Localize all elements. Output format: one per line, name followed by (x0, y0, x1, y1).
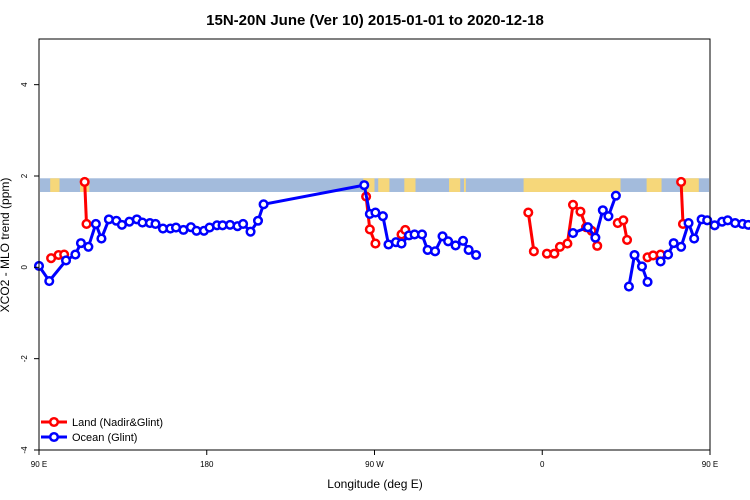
data-point (258, 199, 269, 210)
data-point (683, 217, 694, 229)
data-point (44, 275, 55, 287)
data-point (623, 281, 634, 292)
data-point (252, 215, 264, 226)
series-line (679, 181, 685, 224)
data-point (549, 248, 560, 259)
land-ocean-strip (40, 178, 709, 192)
data-point (592, 240, 603, 251)
data-point (618, 215, 629, 226)
data-point (575, 206, 586, 217)
legend: Land (Nadir&Glint) Ocean (Glint) (41, 416, 163, 444)
y-tick-label: -2 (20, 355, 29, 363)
series-ocean (33, 180, 750, 292)
data-point (582, 222, 593, 233)
x-tick-label: 90 E (31, 460, 47, 469)
data-point (450, 240, 461, 251)
legend-label: Land (Nadir&Glint) (72, 417, 163, 429)
data-point (238, 218, 249, 229)
data-point (60, 255, 72, 266)
data-point (457, 235, 469, 246)
data-point (597, 205, 608, 216)
series-line (526, 212, 536, 252)
series-land (46, 176, 689, 264)
data-point (629, 249, 640, 261)
data-point (463, 244, 474, 256)
land-band (646, 178, 662, 192)
data-point (709, 220, 720, 231)
y-tick-label: 4 (20, 82, 29, 87)
data-point (603, 211, 614, 222)
data-point (150, 218, 161, 229)
data-point (702, 215, 713, 226)
legend-marker (48, 431, 60, 443)
data-point (655, 256, 666, 267)
legend-item: Ocean (Glint) (41, 431, 137, 444)
land-band (463, 178, 466, 192)
data-point (528, 246, 539, 257)
land-band (404, 178, 416, 192)
data-point (523, 207, 534, 218)
data-point (676, 241, 687, 252)
data-point (370, 238, 381, 249)
data-point (743, 219, 750, 230)
land-band (523, 178, 621, 192)
x-tick-label: 180 (200, 460, 214, 469)
data-point (663, 249, 674, 260)
series-layer (33, 176, 750, 292)
data-point (610, 190, 621, 201)
data-point (590, 232, 601, 243)
data-point (90, 218, 101, 229)
data-point (396, 238, 407, 249)
data-point (622, 234, 633, 245)
data-point (430, 246, 441, 257)
data-point (668, 238, 679, 249)
y-tick-label: -4 (20, 446, 29, 454)
y-tick-label: 2 (20, 173, 29, 178)
data-point (70, 249, 81, 260)
data-point (370, 207, 381, 218)
data-point (471, 249, 482, 261)
data-point (364, 224, 375, 235)
data-point (75, 238, 86, 249)
legend-label: Ocean (Glint) (72, 432, 137, 444)
x-tick-label: 0 (540, 460, 545, 469)
data-point (636, 261, 648, 272)
series-line (83, 181, 88, 224)
data-point (81, 218, 92, 229)
data-point (567, 228, 579, 239)
data-point (416, 229, 428, 240)
data-point (689, 233, 700, 244)
data-point (359, 180, 370, 191)
data-point (562, 238, 573, 249)
data-point (642, 276, 653, 287)
y-axis-label: XCO2 - MLO trend (ppm) (0, 178, 12, 313)
series-line (627, 251, 650, 287)
legend-marker (48, 416, 60, 428)
land-band (449, 178, 461, 192)
data-point (567, 199, 579, 210)
x-axis-label: Longitude (deg E) (327, 477, 422, 491)
land-band (682, 178, 699, 192)
data-point (96, 233, 107, 244)
data-point (79, 176, 90, 187)
x-tick-label: 90 E (702, 460, 718, 469)
y-tick-label: 0 (20, 265, 29, 270)
data-point (377, 211, 388, 222)
land-band (50, 178, 60, 192)
data-point (245, 226, 256, 237)
data-point (443, 236, 454, 247)
data-point (83, 241, 94, 252)
land-band (378, 178, 390, 192)
x-tick-label: 90 W (365, 460, 384, 469)
chart-title: 15N-20N June (Ver 10) 2015-01-01 to 2020… (206, 12, 544, 29)
data-point (676, 176, 687, 187)
legend-item: Land (Nadir&Glint) (41, 416, 163, 429)
